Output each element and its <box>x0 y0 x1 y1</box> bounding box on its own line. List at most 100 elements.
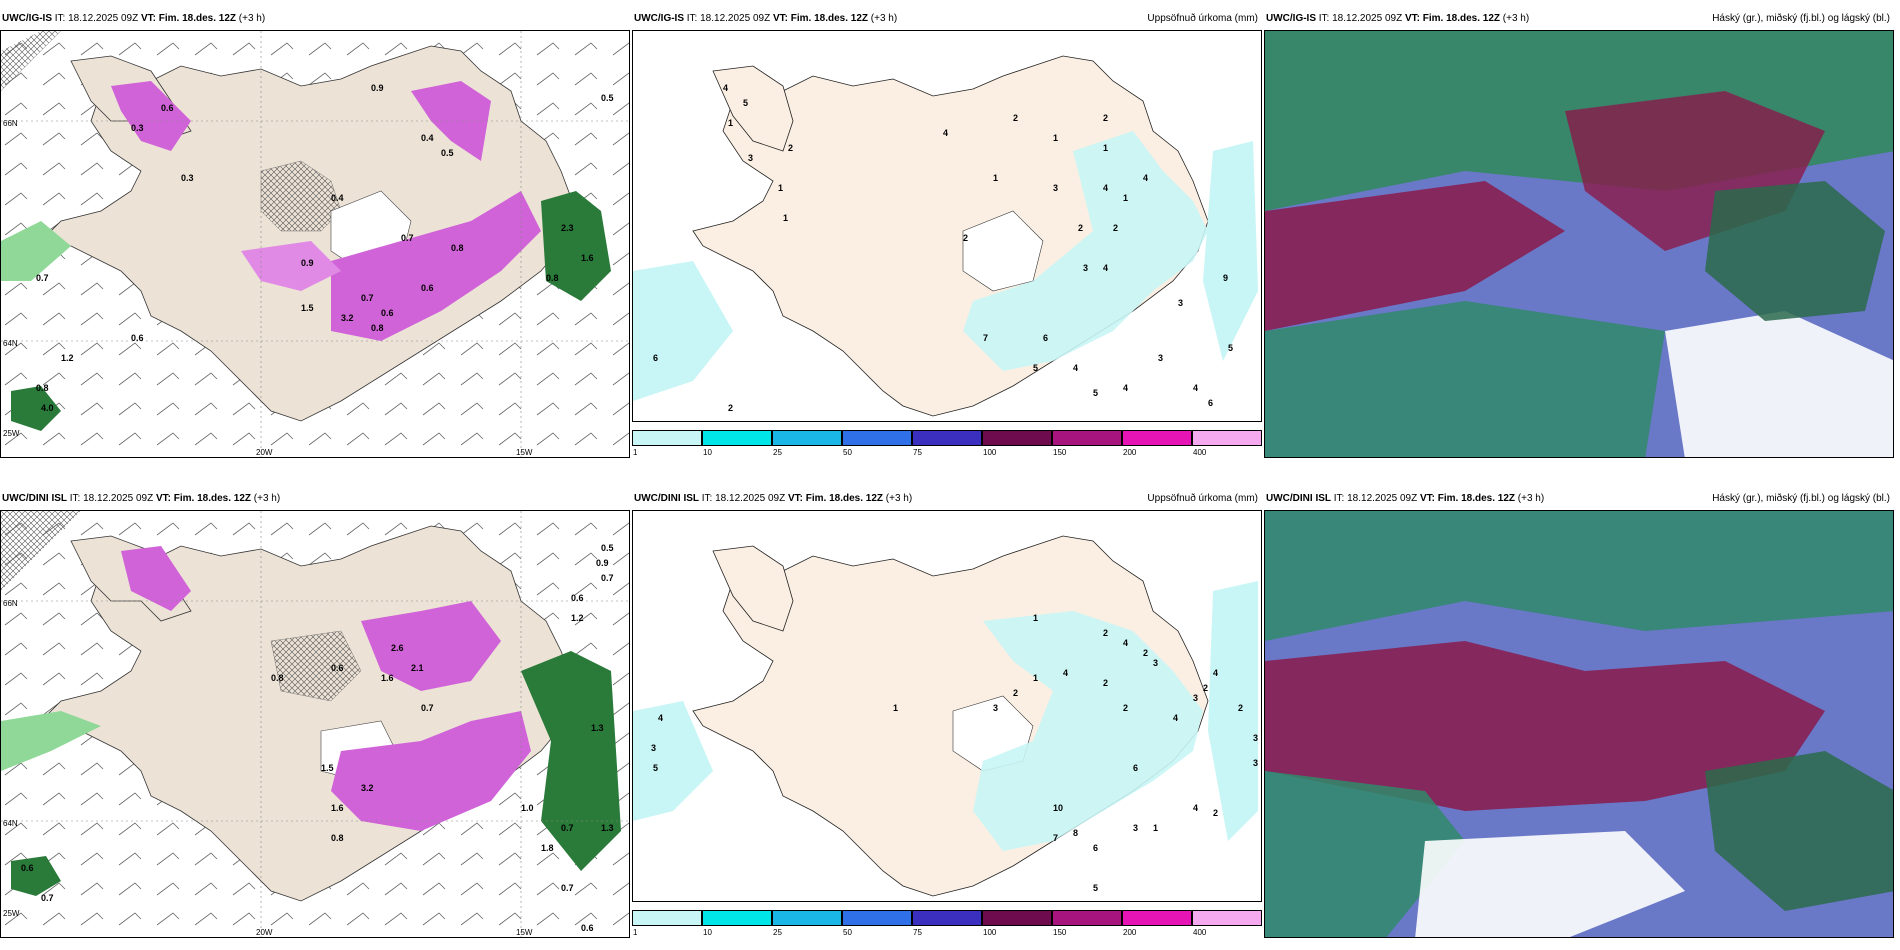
hatch-area <box>1 511 81 591</box>
value-label: 0.7 <box>361 293 374 303</box>
value-label: 0.7 <box>561 823 574 833</box>
colorbar-segment <box>1052 910 1122 926</box>
value-label: 4 <box>1193 383 1198 393</box>
clouds-map-svg <box>1265 511 1893 937</box>
value-label: 6 <box>1133 763 1138 773</box>
accum-field-east <box>963 131 1208 371</box>
precip-colorbar: 1 10 25 50 75 100 150 200 400 <box>632 430 1262 466</box>
value-label: 3 <box>1053 183 1058 193</box>
value-label: 0.9 <box>301 258 314 268</box>
hatch-area <box>1 31 61 91</box>
value-label: 10 <box>1053 803 1063 813</box>
value-label: 0.7 <box>561 883 574 893</box>
colorbar-tick-label: 1 <box>633 448 638 457</box>
map-clouds[interactable] <box>1264 510 1894 938</box>
value-label: 1 <box>1153 823 1158 833</box>
value-label: 3 <box>1178 298 1183 308</box>
value-label: 0.6 <box>21 863 34 873</box>
colorbar-tick-label: 200 <box>1123 448 1137 457</box>
value-label: 1 <box>1103 143 1108 153</box>
value-label: 3.2 <box>341 313 354 323</box>
high-cloud-south <box>1265 301 1665 457</box>
colorbar-tick-label: 25 <box>773 928 782 937</box>
value-label: 4 <box>1103 263 1108 273</box>
value-label: 2 <box>963 233 968 243</box>
colorbar-segment <box>772 430 842 446</box>
low-cloud-west <box>1265 181 1565 331</box>
value-label: 5 <box>653 763 658 773</box>
lon-label-15w: 15W <box>516 448 533 457</box>
value-label: 0.7 <box>401 233 414 243</box>
accum-field-east <box>973 611 1203 851</box>
value-label: 4 <box>723 83 728 93</box>
value-label: 2 <box>1213 808 1218 818</box>
value-label: 4.0 <box>41 403 54 413</box>
value-label: 2.3 <box>561 223 574 233</box>
value-label: 3 <box>748 153 753 163</box>
value-label: 2 <box>1078 223 1083 233</box>
map-precip-wind[interactable]: 20W 15W 66N 64N 25W 0.9 0.6 0.3 0.4 0.5 0.3 0.… <box>0 30 630 458</box>
value-label: 5 <box>1033 363 1038 373</box>
value-label: 1.3 <box>591 723 604 733</box>
map-accum-precip[interactable]: 1 2 4 2 3 4 2 1 4 3 5 3 2 4 6 10 8 7 6 5 3 1 4 2 3 3 2 2 4 1 2 3 <box>632 510 1262 902</box>
colorbar-segment <box>772 910 842 926</box>
colorbar-tick-label: 75 <box>913 928 922 937</box>
value-label: 0.7 <box>421 703 434 713</box>
value-label: 1 <box>1123 193 1128 203</box>
value-label: 2 <box>1143 648 1148 658</box>
precip-field-nw <box>111 81 191 151</box>
value-label: 0.3 <box>131 123 144 133</box>
precip-field-east <box>521 651 621 871</box>
colorbar-segment <box>842 910 912 926</box>
value-label: 0.9 <box>596 558 609 568</box>
value-label: 3 <box>1133 823 1138 833</box>
panel-subtitle: Háský (gr.), miðský (fj.bl.) og lágský (… <box>1712 13 1890 24</box>
colorbar-segment <box>842 430 912 446</box>
high-cloud-east <box>1705 181 1885 321</box>
colorbar-segment <box>1122 430 1192 446</box>
value-label: 0.6 <box>131 333 144 343</box>
accum-field-offshore <box>1208 581 1258 841</box>
colorbar-segment <box>1052 430 1122 446</box>
value-label: 6 <box>1043 333 1048 343</box>
value-label: 1 <box>993 173 998 183</box>
colorbar-tick-label: 400 <box>1193 928 1207 937</box>
lat-label-66n: 66N <box>3 599 18 608</box>
panel-subtitle: Háský (gr.), miðský (fj.bl.) og lágský (… <box>1712 493 1890 504</box>
lat-label-64n: 64N <box>3 819 18 828</box>
map-precip-wind[interactable]: 20W 15W 66N 64N 25W 0.5 0.9 0.7 0.6 1.2 2.6 2.… <box>0 510 630 938</box>
colorbar-tick-label: 100 <box>983 448 997 457</box>
value-label: 5 <box>1093 883 1098 893</box>
panel-igis-clouds: UWC/IG-IS IT: 18.12.2025 09Z VT: Fim. 18… <box>1264 10 1894 458</box>
high-cloud-southwest <box>1265 771 1465 937</box>
value-label: 3 <box>651 743 656 753</box>
precip-values: 0.5 0.9 0.7 0.6 1.2 2.6 2.1 1.6 0.7 0.8 0.6 1.5 3.2 1… <box>21 543 614 933</box>
value-label: 2 <box>1203 683 1208 693</box>
colorbar-tick-label: 400 <box>1193 448 1207 457</box>
low-cloud-central <box>1265 641 1825 811</box>
value-label: 9 <box>1223 273 1228 283</box>
value-label: 4 <box>1213 668 1218 678</box>
value-label: 2.6 <box>391 643 404 653</box>
value-label: 1.8 <box>541 843 554 853</box>
precip-field-west <box>1 711 101 771</box>
value-label: 3 <box>1193 693 1198 703</box>
colorbar-tick-label: 10 <box>703 448 712 457</box>
panel-dini-accum-precip: UWC/DINI ISL IT: 18.12.2025 09Z VT: Fim.… <box>632 490 1262 938</box>
map-clouds[interactable] <box>1264 30 1894 458</box>
high-cloud-east <box>1705 751 1893 911</box>
value-label: 6 <box>1208 398 1213 408</box>
value-label: 0.6 <box>331 663 344 673</box>
value-label: 4 <box>1143 173 1148 183</box>
colorbar-tick-label: 50 <box>843 928 852 937</box>
precip-field-ne <box>361 601 501 691</box>
value-label: 0.8 <box>546 273 559 283</box>
value-label: 3 <box>1253 758 1258 768</box>
value-label: 0.6 <box>571 593 584 603</box>
clouds-map-svg <box>1265 31 1893 457</box>
lon-label-25w: 25W <box>3 429 20 438</box>
